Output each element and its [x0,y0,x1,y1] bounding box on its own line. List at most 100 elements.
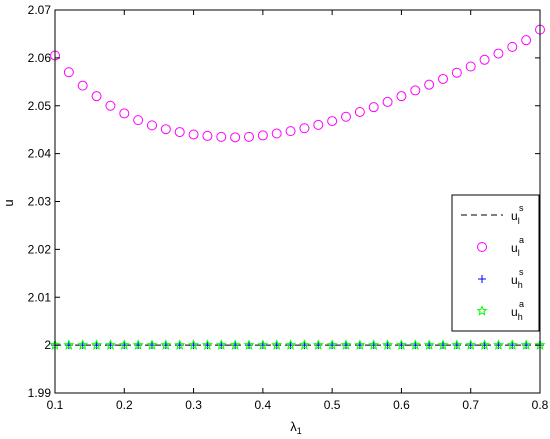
circle-marker [424,79,435,90]
legend-box [451,194,540,332]
legend-label-sup: s [519,203,524,213]
legend-label-sub: l [518,248,520,258]
star-marker [188,339,200,350]
circle-marker [327,116,338,127]
star-marker [395,339,407,350]
legend-label-base: u [511,273,518,287]
star-marker [409,339,421,350]
plot-frame [54,9,541,394]
star-marker [492,339,504,350]
legend-label: uh [511,305,523,322]
circle-marker [244,131,254,142]
circle-marker [160,124,171,135]
series-layer [49,24,546,350]
ticks-layer: 0.1 0.2 0.3 0.4 0.5 0.6 0.7 0.8 1.99 2 2.01 2.02 2.0… [28,3,549,412]
y-tick-label: 2.03 [28,195,52,209]
star-marker [326,339,338,350]
legend-entry: ula [477,235,524,258]
star-marker [146,339,158,350]
legend-label-sub: l [518,216,520,226]
x-tick-label: 0.8 [532,398,549,412]
circle-marker [451,67,462,78]
star-marker [520,339,532,350]
legend-label-sup: a [519,235,524,245]
x-tick-label: 0.4 [255,398,272,412]
star-marker [285,339,297,350]
legend-label-sup: a [519,299,524,309]
circle-marker [202,130,213,141]
circle-marker [119,108,130,119]
star-marker [476,305,488,316]
legend-label-base: u [511,209,518,223]
legend-label-sup: s [519,267,524,277]
y-tick-label: 2.06 [28,51,52,65]
legend-entry: uls [461,203,524,226]
star-marker [423,339,435,350]
star-marker [465,339,477,350]
star-marker [201,339,213,350]
circle-marker [493,48,504,59]
star-marker [437,339,449,350]
circle-marker [299,123,310,134]
circle-marker [438,73,448,84]
x-tick-label: 0.6 [393,398,410,412]
y-tick-label: 2 [44,338,51,352]
x-tick-label: 0.5 [324,398,341,412]
circle-marker [188,129,199,140]
legend-label-base: u [511,305,518,319]
star-marker [368,339,380,350]
star-marker [298,339,310,350]
y-tick-label: 2.07 [28,3,52,17]
star-marker [257,339,269,350]
x-tick-label: 0.7 [462,398,479,412]
circle-marker [313,119,324,130]
star-marker [451,339,463,350]
circle-marker [230,132,241,143]
circle-marker [477,242,487,252]
legend-entry: uha [476,299,524,322]
plus-marker [478,275,486,283]
star-marker [271,339,283,350]
y-axis-label: u [1,199,16,206]
star-marker [243,339,255,350]
legend-entry: uhs [478,267,524,290]
star-marker [174,339,186,350]
circle-marker [133,115,144,126]
star-marker [132,339,144,350]
circle-marker [341,111,351,122]
star-marker [215,339,227,350]
star-marker [229,339,241,350]
circle-marker [410,85,421,96]
x-axis-label: λ1 [290,419,302,436]
star-marker [479,339,491,350]
star-marker [354,339,366,350]
circle-marker [507,41,518,52]
legend-label-base: u [511,241,518,255]
y-tick-label: 2.05 [28,99,52,113]
legend-label: ul [511,209,520,226]
series-1 [50,24,545,143]
circle-marker [147,120,157,131]
legend-label-sub: h [518,280,523,290]
circle-marker [257,130,268,141]
y-tick-label: 2.04 [28,147,52,161]
x-tick-label: 0.3 [185,398,202,412]
circle-marker [105,100,116,111]
circle-marker [91,91,102,102]
star-marker [382,339,394,350]
circle-marker [382,96,393,107]
circle-marker [63,67,74,78]
star-marker [118,339,130,350]
x-tick-label: 0.2 [116,398,133,412]
circle-marker [368,102,379,113]
legend-label: ul [511,241,520,258]
circle-marker [479,54,490,65]
y-tick-label: 2.01 [28,290,52,304]
star-marker [77,339,89,350]
y-tick-label: 2.02 [28,242,52,256]
circle-marker [174,127,185,138]
star-marker [160,339,172,350]
star-marker [63,339,75,350]
